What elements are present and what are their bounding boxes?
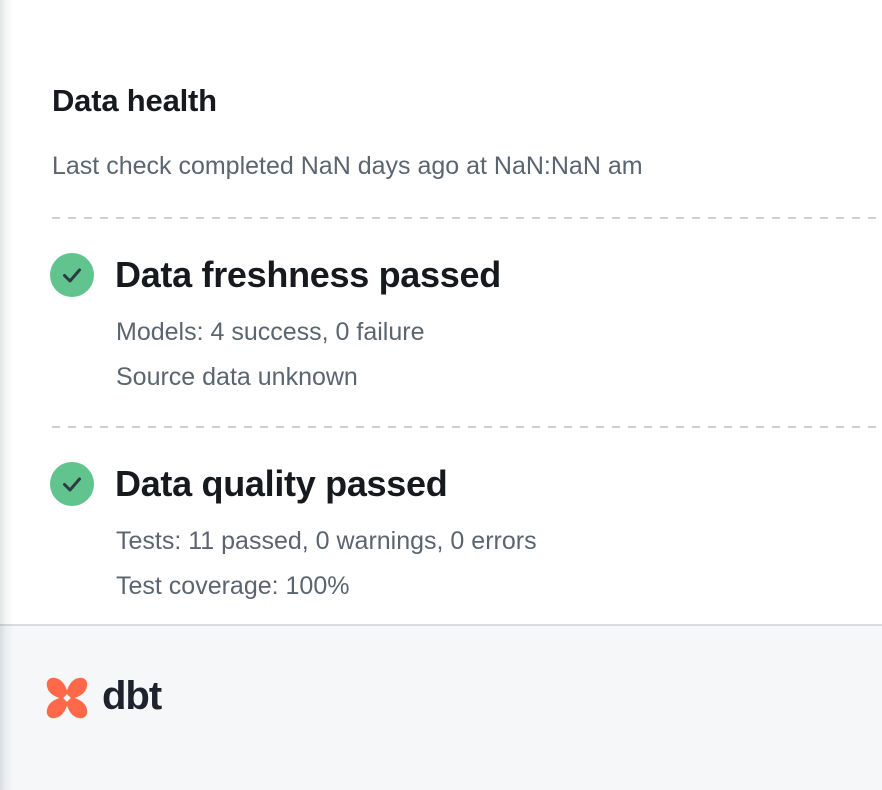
dbt-logo[interactable]: dbt: [43, 674, 162, 722]
quality-tests-summary: Tests: 11 passed, 0 warnings, 0 errors: [116, 527, 537, 556]
freshness-source-status: Source data unknown: [116, 363, 358, 392]
dbt-logo-text: dbt: [102, 674, 162, 718]
data-quality-heading: Data quality passed: [115, 463, 448, 505]
quality-test-coverage: Test coverage: 100%: [116, 572, 350, 601]
data-quality-header: Data quality passed: [50, 462, 882, 507]
data-freshness-heading: Data freshness passed: [115, 254, 501, 296]
dashed-divider: [52, 426, 882, 429]
footer: dbt: [0, 624, 882, 790]
data-health-content: Data health Last check completed NaN day…: [50, 83, 882, 601]
data-quality-section: Data quality passed Tests: 11 passed, 0 …: [50, 462, 882, 601]
data-freshness-section: Data freshness passed Models: 4 success,…: [50, 253, 882, 392]
dbt-flame-mark-icon: [46, 677, 88, 719]
check-circle-icon: [50, 462, 94, 507]
freshness-models-summary: Models: 4 success, 0 failure: [116, 318, 425, 347]
last-check-status: Last check completed NaN days ago at NaN…: [52, 152, 643, 181]
dashed-divider: [52, 217, 882, 220]
page-title: Data health: [52, 83, 217, 118]
check-circle-icon: [50, 253, 94, 298]
data-freshness-header: Data freshness passed: [50, 253, 882, 298]
